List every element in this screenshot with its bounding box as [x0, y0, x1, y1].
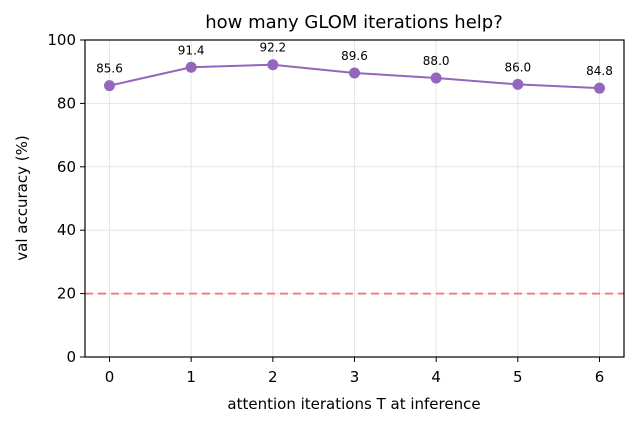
x-tick-label: 3 — [350, 368, 360, 386]
y-tick-label: 0 — [66, 348, 76, 366]
data-label: 88.0 — [423, 54, 450, 68]
data-label: 91.4 — [178, 43, 205, 57]
data-point — [594, 82, 605, 94]
x-tick-label: 0 — [105, 368, 115, 386]
y-axis-label: val accuracy (%) — [13, 135, 31, 260]
x-tick-label: 6 — [595, 368, 605, 386]
y-tick-label: 100 — [47, 31, 76, 49]
data-label: 89.6 — [341, 49, 368, 63]
data-labels: 85.6 91.4 92.2 89.6 88.0 86.0 84.8 — [96, 41, 613, 78]
chart-title: how many GLOM iterations help? — [205, 12, 503, 33]
series-layer — [104, 59, 605, 94]
y-tick-label: 60 — [57, 158, 76, 176]
x-axis-label: attention iterations T at inference — [227, 395, 480, 413]
y-tick-label: 80 — [57, 94, 76, 112]
y-tick-label: 40 — [57, 221, 76, 239]
data-point — [267, 59, 279, 71]
data-label: 86.0 — [504, 60, 531, 74]
data-point — [185, 61, 197, 73]
y-tick-label: 20 — [57, 285, 76, 303]
data-label: 85.6 — [96, 62, 123, 76]
x-tick-label: 1 — [186, 368, 196, 386]
x-tick-label: 4 — [431, 368, 441, 386]
data-point — [512, 78, 524, 90]
data-point — [104, 80, 115, 92]
grid — [85, 39, 624, 358]
data-point — [349, 67, 360, 79]
data-point — [430, 72, 442, 84]
x-tick-label: 2 — [268, 368, 278, 386]
x-tick-label: 5 — [513, 368, 523, 386]
data-label: 92.2 — [259, 41, 286, 55]
data-label: 84.8 — [586, 64, 613, 78]
